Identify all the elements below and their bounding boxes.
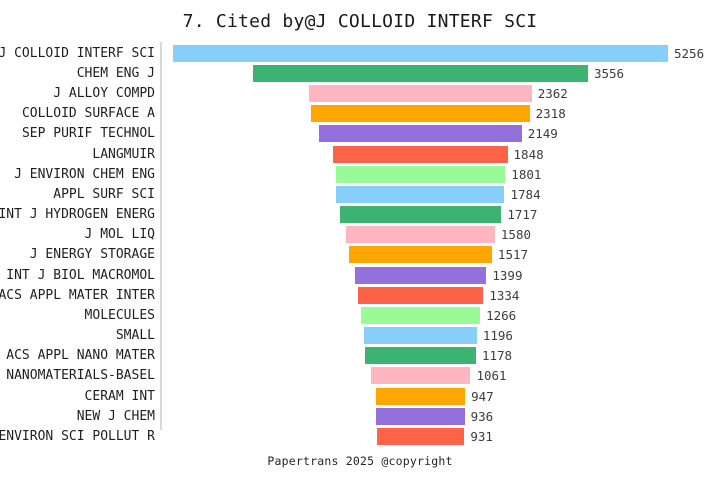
bar-value-label: 1399 — [492, 267, 523, 283]
bar-value-label: 1178 — [481, 348, 513, 364]
bar-value-label: 5256 — [674, 45, 705, 61]
bar — [319, 125, 522, 143]
category-label: J ALLOY COMPD — [53, 86, 155, 102]
category-label: COLLOID SURFACE A — [21, 106, 155, 122]
category-label: ACS APPL MATER INTER — [0, 287, 155, 303]
bar — [309, 85, 532, 103]
category-label: MOLECULES — [84, 307, 155, 323]
category-label: SMALL — [115, 328, 155, 344]
bar — [376, 407, 465, 425]
bar — [173, 44, 668, 62]
bar-value-label: 1196 — [482, 328, 513, 344]
category-label: CERAM INT — [84, 388, 155, 404]
bar-value-label: 1517 — [497, 247, 529, 263]
category-label: INT J HYDROGEN ENERG — [0, 207, 155, 223]
chart-title: 7. Cited by@J COLLOID INTERF SCI — [182, 11, 538, 32]
bar — [349, 246, 492, 264]
bar-value-label: 1784 — [510, 186, 541, 202]
bar-value-label: 1717 — [507, 207, 538, 223]
bar-value-label: 936 — [470, 408, 494, 424]
bar — [370, 367, 471, 385]
bar — [339, 206, 502, 224]
bar-value-label: 1266 — [486, 307, 517, 323]
bar-value-label: 1801 — [511, 166, 542, 182]
category-label: LANGMUIR — [92, 146, 155, 162]
category-label: J COLLOID INTERF SCI — [0, 45, 155, 61]
bar-value-label: 931 — [470, 428, 493, 444]
category-label: CHEM ENG J — [76, 65, 155, 81]
bar-value-label: 2149 — [527, 126, 558, 142]
chart-footer: Papertrans 2025 @copyright — [267, 454, 453, 468]
bar — [335, 165, 506, 183]
bar — [375, 387, 466, 405]
category-label: INT J BIOL MACROMOL — [6, 267, 155, 283]
y-axis-line — [160, 42, 162, 430]
bar-value-label: 1580 — [500, 227, 531, 243]
category-label: APPL SURF SCI — [53, 186, 155, 202]
bar — [311, 105, 530, 123]
bar — [364, 327, 477, 345]
category-label: SEP PURIF TECHNOL — [21, 126, 155, 142]
category-label: NEW J CHEM — [76, 408, 155, 424]
bar — [336, 185, 505, 203]
category-label: J ENERGY STORAGE — [29, 247, 155, 263]
bar — [354, 266, 487, 284]
category-label: J ENVIRON CHEM ENG — [14, 166, 155, 182]
bar — [376, 427, 465, 445]
bar-value-label: 2362 — [537, 86, 568, 102]
bar — [253, 64, 588, 82]
bar-value-label: 2318 — [535, 106, 566, 122]
bar — [346, 226, 495, 244]
bar-value-label: 1334 — [489, 287, 520, 303]
category-label: NANOMATERIALS-BASEL — [6, 368, 155, 384]
bar — [365, 347, 476, 365]
bar-value-label: 1061 — [476, 368, 507, 384]
bar — [357, 286, 484, 304]
bar-value-label: 3556 — [593, 65, 625, 81]
bar — [333, 145, 508, 163]
bar-value-label: 947 — [471, 388, 494, 404]
category-label: J MOL LIQ — [84, 227, 155, 243]
category-label: ACS APPL NANO MATER — [6, 348, 155, 364]
category-label: ENVIRON SCI POLLUT R — [0, 428, 155, 444]
bar — [360, 306, 481, 324]
bar-value-label: 1848 — [513, 146, 544, 162]
